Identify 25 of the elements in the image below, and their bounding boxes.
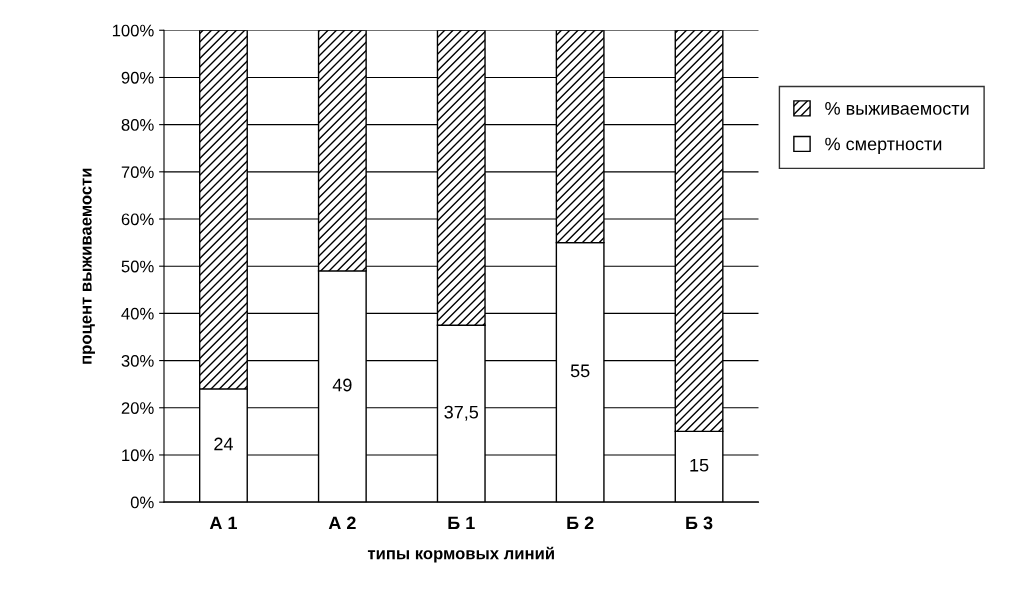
legend-label: % смертности — [825, 137, 942, 154]
x-tick-label: Б 3 — [686, 516, 713, 530]
y-tick-label: 70% — [121, 166, 154, 179]
data-label: 49 — [332, 378, 352, 392]
legend-label: % выживаемости — [825, 102, 969, 115]
y-axis-title: процент выживаемости — [82, 168, 95, 364]
y-tick-label: 100% — [112, 24, 154, 37]
y-tick-label: 30% — [121, 354, 154, 367]
y-tick-label: 40% — [121, 307, 154, 320]
y-tick-label: 90% — [121, 71, 154, 84]
y-tick-label: 50% — [121, 260, 154, 273]
data-label: 24 — [214, 437, 233, 451]
data-label: 55 — [570, 364, 590, 378]
y-tick-label: 80% — [121, 119, 154, 131]
y-tick-label: 10% — [122, 449, 154, 462]
x-axis-title: типы кормовых линий — [367, 546, 554, 563]
data-label: 15 — [690, 459, 709, 472]
y-tick-label: 0% — [130, 496, 154, 509]
x-tick-label: Б 2 — [567, 516, 594, 530]
y-tick-label: 20% — [121, 402, 154, 414]
y-tick-label: 60% — [121, 213, 154, 226]
x-tick-label: А 2 — [328, 516, 356, 530]
x-tick-label: Б 1 — [448, 516, 475, 530]
data-label: 37,5 — [444, 405, 479, 421]
x-tick-label: А 1 — [209, 516, 237, 530]
